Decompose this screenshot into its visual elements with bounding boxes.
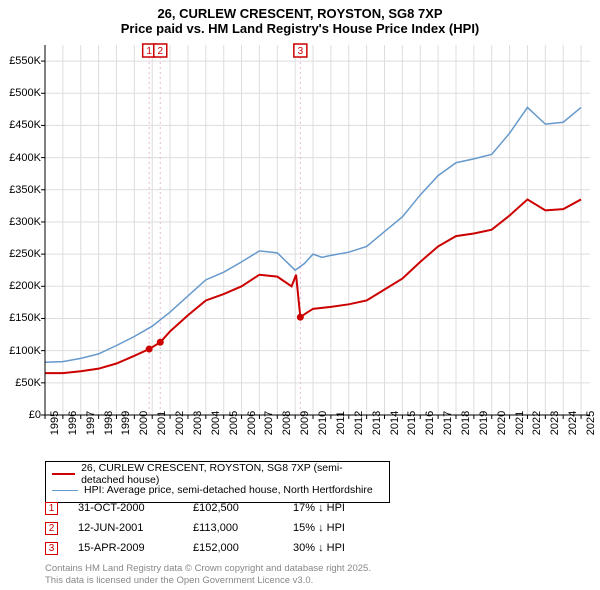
x-axis-tick-label: 2019 bbox=[478, 411, 490, 435]
x-axis-tick-label: 2024 bbox=[567, 411, 579, 435]
chart-title-line1: 26, CURLEW CRESCENT, ROYSTON, SG8 7XP bbox=[0, 6, 600, 21]
legend-item: 26, CURLEW CRESCENT, ROYSTON, SG8 7XP (s… bbox=[52, 466, 383, 482]
x-axis-tick-label: 2023 bbox=[549, 411, 561, 435]
footer-line2: This data is licensed under the Open Gov… bbox=[45, 575, 371, 586]
x-axis-tick-label: 2025 bbox=[585, 411, 597, 435]
event-date: 31-OCT-2000 bbox=[78, 502, 193, 514]
event-price: £113,000 bbox=[193, 522, 293, 534]
event-diff: 15% ↓ HPI bbox=[293, 522, 345, 534]
x-axis-tick-label: 2022 bbox=[531, 411, 543, 435]
y-axis-tick-label: £0 bbox=[29, 409, 41, 421]
x-axis-tick-label: 2020 bbox=[496, 411, 508, 435]
event-price: £102,500 bbox=[193, 502, 293, 514]
x-axis-tick-label: 2008 bbox=[281, 411, 293, 435]
svg-text:3: 3 bbox=[298, 46, 304, 57]
legend-swatch bbox=[52, 490, 78, 491]
legend-swatch bbox=[52, 473, 75, 475]
x-axis-tick-label: 2005 bbox=[228, 411, 240, 435]
y-axis-tick-label: £150K bbox=[9, 312, 41, 324]
event-row: 2 12-JUN-2001£113,00015% ↓ HPI bbox=[45, 518, 345, 538]
x-axis-tick-label: 2004 bbox=[210, 411, 222, 435]
chart-title-line2: Price paid vs. HM Land Registry's House … bbox=[0, 21, 600, 36]
x-axis-tick-label: 1996 bbox=[67, 411, 79, 435]
svg-text:1: 1 bbox=[146, 46, 152, 57]
x-axis-tick-label: 2018 bbox=[460, 411, 472, 435]
y-axis-tick-label: £550K bbox=[9, 55, 41, 67]
legend: 26, CURLEW CRESCENT, ROYSTON, SG8 7XP (s… bbox=[45, 461, 390, 503]
event-marker: 3 bbox=[45, 542, 58, 555]
x-axis-tick-label: 2015 bbox=[406, 411, 418, 435]
event-date: 15-APR-2009 bbox=[78, 542, 193, 554]
event-row: 1 31-OCT-2000£102,50017% ↓ HPI bbox=[45, 498, 345, 518]
x-axis-tick-label: 2016 bbox=[424, 411, 436, 435]
event-diff: 17% ↓ HPI bbox=[293, 502, 345, 514]
events-table: 1 31-OCT-2000£102,50017% ↓ HPI 2 12-JUN-200… bbox=[45, 498, 345, 558]
event-diff: 30% ↓ HPI bbox=[293, 542, 345, 554]
x-axis-tick-label: 2000 bbox=[138, 411, 150, 435]
y-axis-tick-label: £250K bbox=[9, 248, 41, 260]
x-axis-tick-label: 2003 bbox=[192, 411, 204, 435]
y-axis-tick-label: £50K bbox=[15, 377, 41, 389]
footer-line1: Contains HM Land Registry data © Crown c… bbox=[45, 563, 371, 574]
x-axis-tick-label: 1997 bbox=[85, 411, 97, 435]
x-axis-tick-label: 2013 bbox=[371, 411, 383, 435]
y-axis-tick-label: £400K bbox=[9, 152, 41, 164]
chart-svg: 12 3 bbox=[45, 45, 590, 415]
legend-label: 26, CURLEW CRESCENT, ROYSTON, SG8 7XP (s… bbox=[81, 462, 383, 486]
y-axis-tick-label: £350K bbox=[9, 184, 41, 196]
x-axis-tick-label: 2006 bbox=[246, 411, 258, 435]
x-axis-tick-label: 1999 bbox=[120, 411, 132, 435]
legend-item: HPI: Average price, semi-detached house,… bbox=[52, 482, 383, 498]
x-axis-tick-label: 2007 bbox=[263, 411, 275, 435]
y-axis-tick-label: £200K bbox=[9, 280, 41, 292]
x-axis-tick-label: 2009 bbox=[299, 411, 311, 435]
x-axis-tick-label: 2017 bbox=[442, 411, 454, 435]
event-row: 3 15-APR-2009£152,00030% ↓ HPI bbox=[45, 538, 345, 558]
x-axis-tick-label: 1995 bbox=[49, 411, 61, 435]
y-axis-tick-label: £300K bbox=[9, 216, 41, 228]
event-price: £152,000 bbox=[193, 542, 293, 554]
event-date: 12-JUN-2001 bbox=[78, 522, 193, 534]
event-marker: 1 bbox=[45, 502, 58, 515]
x-axis-tick-label: 2002 bbox=[174, 411, 186, 435]
x-axis-tick-label: 2010 bbox=[317, 411, 329, 435]
x-axis-tick-label: 2001 bbox=[156, 411, 168, 435]
x-axis-tick-label: 2014 bbox=[389, 411, 401, 435]
x-axis-tick-label: 2021 bbox=[514, 411, 526, 435]
y-axis-tick-label: £100K bbox=[9, 345, 41, 357]
legend-label: HPI: Average price, semi-detached house,… bbox=[84, 484, 373, 496]
event-marker: 2 bbox=[45, 522, 58, 535]
y-axis-tick-label: £450K bbox=[9, 119, 41, 131]
x-axis-tick-label: 1998 bbox=[103, 411, 115, 435]
footer-attribution: Contains HM Land Registry data © Crown c… bbox=[45, 563, 371, 586]
y-axis-tick-label: £500K bbox=[9, 87, 41, 99]
chart-plot-area: 123 £0£50K£100K£150K£200K£250K£300K£350K… bbox=[45, 45, 590, 415]
svg-text:2: 2 bbox=[157, 46, 163, 57]
x-axis-tick-label: 2011 bbox=[335, 411, 347, 435]
x-axis-tick-label: 2012 bbox=[353, 411, 365, 435]
